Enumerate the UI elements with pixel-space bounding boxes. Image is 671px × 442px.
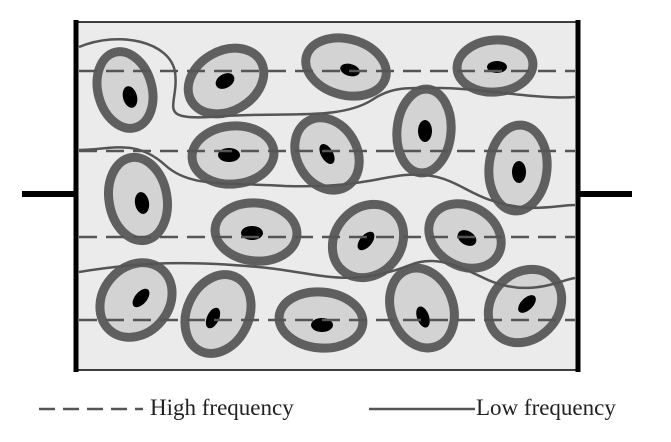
cell <box>210 198 302 266</box>
cell <box>180 270 256 358</box>
cell-nucleus <box>132 288 150 308</box>
cell-nucleus <box>416 306 430 328</box>
cell <box>392 84 456 178</box>
low-frequency-path <box>78 259 576 290</box>
cell <box>452 35 538 97</box>
cell <box>104 152 172 246</box>
low-frequency-paths <box>78 38 576 290</box>
cell-nucleus <box>418 120 432 142</box>
legend-high-frequency-label: High frequency <box>150 395 294 420</box>
legend-low-frequency-label: Low frequency <box>476 395 616 420</box>
cell-nucleus <box>205 307 221 329</box>
cell <box>484 120 552 216</box>
cell-nucleus <box>319 144 335 164</box>
cell-nucleus <box>357 231 375 251</box>
cell-nucleus <box>512 161 526 183</box>
cell-nucleus <box>215 73 235 89</box>
cell <box>187 121 279 189</box>
low-frequency-path <box>78 38 576 119</box>
cell-nucleus <box>311 318 333 332</box>
cell-nucleus <box>134 192 150 214</box>
cell <box>301 33 391 101</box>
cell <box>327 199 409 283</box>
cell-nucleus <box>518 295 536 313</box>
cell <box>483 264 567 348</box>
cell <box>385 263 459 353</box>
cell <box>290 113 364 195</box>
high-frequency-paths <box>79 69 575 322</box>
low-frequency-path <box>78 146 576 210</box>
cell <box>274 287 368 353</box>
cell <box>183 43 269 119</box>
cell-nucleus <box>122 86 138 108</box>
